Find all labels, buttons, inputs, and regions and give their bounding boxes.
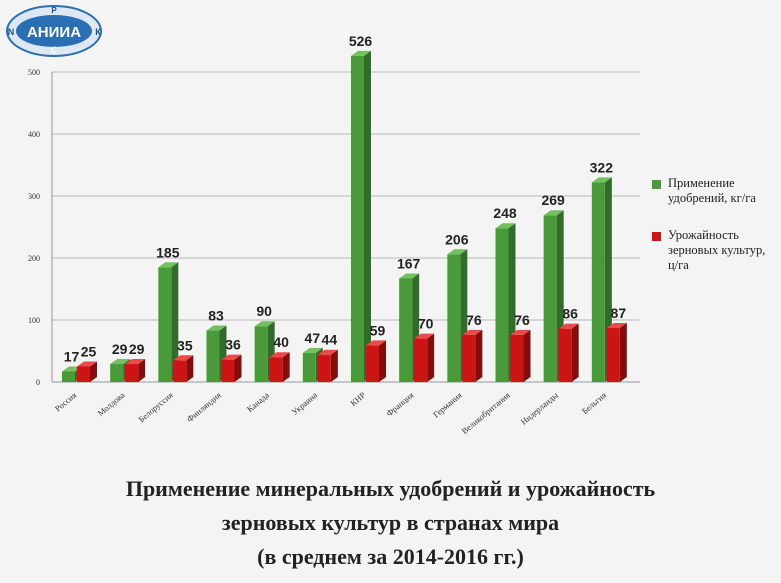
bar-yield bbox=[125, 359, 146, 382]
bar-yield bbox=[269, 352, 290, 382]
category-label: Молдова bbox=[96, 390, 127, 418]
bar-yield bbox=[317, 349, 338, 382]
legend-item-fertilizer: Применение удобрений, кг/га bbox=[652, 176, 780, 206]
bar-yield bbox=[366, 340, 386, 382]
legend-swatch-green bbox=[652, 180, 661, 189]
category-label: Франция bbox=[384, 390, 415, 418]
legend-label-yield: Урожайность зерновых культур, ц/га bbox=[668, 228, 766, 272]
bar-yield bbox=[558, 323, 579, 382]
data-label-fertilizer: 47 bbox=[305, 330, 321, 346]
data-label-yield: 87 bbox=[611, 305, 627, 321]
category-label: Россия bbox=[53, 390, 79, 414]
caption-line-3: (в среднем за 2014-2016 гг.) bbox=[257, 544, 524, 569]
caption-line-1: Применение минеральных удобрений и урожа… bbox=[125, 476, 656, 501]
data-label-yield: 76 bbox=[514, 312, 530, 328]
y-tick-label: 300 bbox=[28, 192, 40, 201]
bar-yield bbox=[414, 333, 435, 382]
data-label-yield: 25 bbox=[81, 344, 97, 360]
legend: Применение удобрений, кг/га Урожайность … bbox=[652, 176, 780, 295]
caption-line-2: зерновых культур в странах мира bbox=[221, 510, 560, 535]
category-label: Бельгия bbox=[580, 390, 608, 416]
y-tick-label: 100 bbox=[28, 316, 40, 325]
logo-text: АНИИА bbox=[27, 24, 81, 41]
data-label-fertilizer: 185 bbox=[156, 244, 180, 260]
bar-yield bbox=[462, 329, 483, 382]
data-label-yield: 44 bbox=[322, 332, 338, 348]
data-label-fertilizer: 90 bbox=[256, 303, 272, 319]
data-label-yield: 36 bbox=[225, 337, 241, 353]
data-label-yield: 86 bbox=[562, 306, 578, 322]
data-label-yield: 70 bbox=[418, 316, 434, 332]
category-label: Финляндия bbox=[185, 390, 223, 424]
data-label-yield: 76 bbox=[466, 312, 482, 328]
data-label-yield: 59 bbox=[370, 322, 386, 338]
legend-label-fertilizer: Применение удобрений, кг/га bbox=[668, 176, 756, 205]
bar-yield bbox=[77, 361, 97, 382]
data-label-fertilizer: 17 bbox=[64, 348, 80, 364]
category-labels: Россия Молдова Белоруссия Финляндия Канада Ук… bbox=[53, 390, 608, 436]
logo-letter-top: Р bbox=[51, 6, 57, 15]
logo-letter-left: N bbox=[8, 27, 15, 37]
category-label: Украина bbox=[289, 390, 319, 417]
legend-swatch-red bbox=[652, 232, 661, 241]
data-label-yield: 40 bbox=[273, 334, 289, 350]
data-label-fertilizer: 206 bbox=[445, 231, 469, 247]
logo-letter-right: К bbox=[95, 27, 101, 37]
category-label: Германия bbox=[431, 390, 464, 420]
bar-fertilizer bbox=[591, 177, 612, 382]
logo: АНИИА Р N К С bbox=[4, 2, 104, 60]
bar-yield bbox=[510, 329, 531, 382]
bar-fertilizer bbox=[351, 50, 371, 382]
bar-yield bbox=[221, 354, 242, 382]
data-label-yield: 35 bbox=[177, 337, 193, 353]
data-label-fertilizer: 526 bbox=[349, 33, 373, 49]
category-label: Нидерланды bbox=[519, 390, 561, 427]
data-label-fertilizer: 29 bbox=[112, 341, 128, 357]
y-tick-label: 400 bbox=[28, 130, 40, 139]
category-label: КНР bbox=[348, 390, 367, 408]
y-tick-label: 500 bbox=[28, 68, 40, 77]
legend-item-yield: Урожайность зерновых культур, ц/га bbox=[652, 228, 780, 273]
y-tick-label: 0 bbox=[36, 378, 40, 387]
data-label-fertilizer: 83 bbox=[208, 308, 224, 324]
category-label: Белоруссия bbox=[136, 390, 174, 424]
data-label-fertilizer: 167 bbox=[397, 255, 421, 271]
category-label: Канада bbox=[245, 390, 271, 414]
bar-fertilizer bbox=[158, 262, 179, 382]
data-label-fertilizer: 269 bbox=[541, 192, 565, 208]
bar-yield bbox=[173, 355, 194, 382]
data-label-fertilizer: 322 bbox=[590, 159, 614, 175]
data-label-fertilizer: 248 bbox=[493, 205, 517, 221]
axes: 0 100 200 300 400 500 bbox=[28, 68, 640, 387]
bar-yield bbox=[606, 323, 627, 382]
y-tick-label: 200 bbox=[28, 254, 40, 263]
logo-letter-bottom: С bbox=[51, 45, 58, 55]
data-label-yield: 29 bbox=[129, 341, 145, 357]
category-label: Великобритания bbox=[459, 390, 511, 436]
chart-caption: Применение минеральных удобрений и урожа… bbox=[0, 472, 781, 574]
bars bbox=[62, 50, 627, 382]
